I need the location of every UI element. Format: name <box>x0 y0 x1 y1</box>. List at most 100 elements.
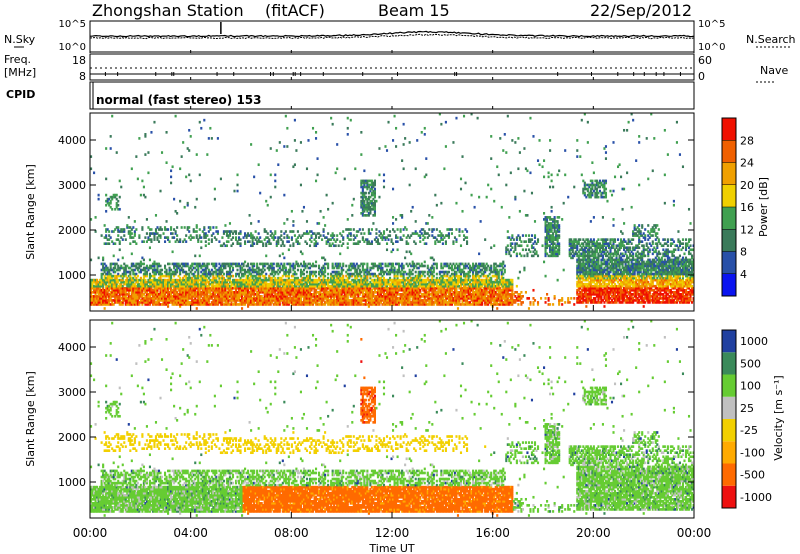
power-cell <box>123 297 126 300</box>
power-cell <box>378 195 381 199</box>
power-cell <box>375 199 378 203</box>
power-cell <box>151 278 155 282</box>
power-cell <box>408 272 411 276</box>
power-cell <box>443 299 446 302</box>
power-cell <box>422 293 425 296</box>
power-cell <box>239 303 242 306</box>
power-cell <box>228 234 232 237</box>
power-cell <box>345 280 348 284</box>
power-cell <box>163 240 167 243</box>
power-cell <box>129 276 132 280</box>
power-cell <box>302 293 306 296</box>
power-cell <box>289 266 292 270</box>
power-cell <box>136 301 139 304</box>
power-cell <box>96 280 99 284</box>
power-cell <box>253 288 256 292</box>
power-cell <box>90 290 93 294</box>
power-cell <box>396 268 399 272</box>
power-cell <box>366 179 369 183</box>
power-cell <box>293 278 296 282</box>
power-cell <box>215 301 218 304</box>
power-cell <box>363 232 366 235</box>
power-cell <box>450 288 453 292</box>
power-cell <box>200 303 203 306</box>
power-cell <box>453 301 457 304</box>
power-cell <box>207 301 210 304</box>
power-cell <box>141 256 144 260</box>
power-cell <box>375 282 378 286</box>
power-cell <box>352 290 355 294</box>
power-cell <box>369 195 372 199</box>
power-cell <box>154 262 158 266</box>
power-cell <box>212 280 215 284</box>
power-cell <box>417 282 420 286</box>
power-cell <box>130 262 133 266</box>
power-cell <box>247 301 250 304</box>
power-cell <box>287 293 290 296</box>
power-cell <box>342 282 345 286</box>
power-cell <box>244 290 247 294</box>
power-cell <box>286 303 289 306</box>
power-cell <box>156 262 159 266</box>
power-cell <box>336 270 339 274</box>
power-cell <box>111 195 114 199</box>
power-cell <box>324 224 327 227</box>
power-cell <box>284 266 287 270</box>
power-cell <box>189 290 192 294</box>
power-cell <box>370 295 373 298</box>
power-cell <box>379 236 383 239</box>
power-cell <box>163 270 167 274</box>
power-cell <box>245 280 248 284</box>
power-cell <box>100 301 103 304</box>
power-cell <box>440 280 443 284</box>
power-cell <box>97 256 100 260</box>
power-cell <box>265 297 268 300</box>
power-cell <box>154 230 158 233</box>
power-cell <box>130 299 133 302</box>
power-cell <box>144 299 147 302</box>
power-cell <box>435 299 438 302</box>
power-cell <box>179 301 182 304</box>
power-cell <box>136 295 139 298</box>
power-cell <box>148 264 151 268</box>
power-cell <box>348 288 351 292</box>
power-cell <box>198 303 201 306</box>
power-cell <box>244 232 247 235</box>
power-cell <box>262 297 265 300</box>
power-cell <box>278 280 281 284</box>
power-cell <box>363 297 366 300</box>
power-cell <box>248 295 251 298</box>
power-cell <box>251 264 254 268</box>
power-cell <box>123 286 126 290</box>
power-cell <box>151 295 155 298</box>
power-cell <box>109 295 112 298</box>
power-cell <box>197 282 200 286</box>
power-cell <box>129 297 132 300</box>
power-cell <box>390 284 393 288</box>
power-cell <box>185 284 188 288</box>
power-cell <box>188 284 191 288</box>
power-cell <box>413 276 416 280</box>
power-cell <box>435 282 438 286</box>
power-cell <box>215 270 218 274</box>
power-cell <box>318 290 321 294</box>
power-cell <box>360 131 363 134</box>
power-cell <box>382 282 386 286</box>
power-cell <box>330 274 333 278</box>
power-cell <box>321 286 324 290</box>
power-cell <box>256 276 259 280</box>
power-cell <box>307 299 310 302</box>
power-cell <box>123 290 126 294</box>
power-cell <box>266 286 269 290</box>
power-cell <box>390 282 393 286</box>
power-cell <box>174 293 177 296</box>
power-cell <box>437 280 440 284</box>
power-cell <box>230 244 233 248</box>
power-cell <box>156 293 159 296</box>
power-cell <box>440 288 443 292</box>
power-cell <box>349 303 352 306</box>
power-cell <box>241 299 244 302</box>
power-cell <box>399 301 402 304</box>
power-cell <box>428 268 431 272</box>
power-cell <box>385 299 389 302</box>
